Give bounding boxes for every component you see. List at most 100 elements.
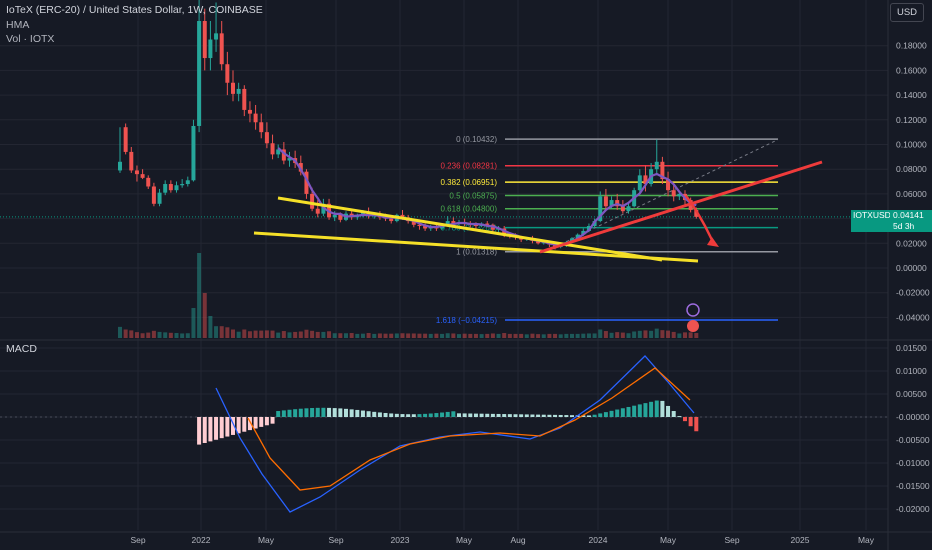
fib-level-label: 0.618 (0.04800)	[441, 205, 498, 214]
candle-body	[575, 234, 580, 239]
macd-histogram-bar	[360, 410, 365, 417]
volume-bar	[473, 333, 478, 338]
volume-bar	[654, 328, 659, 338]
macd-histogram-bar	[197, 417, 202, 445]
candle-body	[270, 143, 275, 155]
candle-body	[276, 149, 281, 155]
volume-bar	[688, 332, 693, 338]
volume-bar	[598, 329, 603, 338]
macd-histogram-bar	[502, 414, 507, 417]
volume-bar	[355, 333, 360, 338]
volume-indicator-label[interactable]: Vol · IOTX	[6, 33, 55, 45]
macd-y-tick-label: -0.00000	[896, 412, 930, 422]
volume-bar	[502, 333, 507, 338]
symbol-tag: IOTXUSD	[851, 210, 891, 232]
macd-histogram-bar	[366, 411, 371, 417]
macd-histogram-bar	[372, 411, 377, 417]
candle-body	[298, 163, 303, 172]
x-tick-label: Sep	[328, 535, 343, 545]
candle-body	[174, 185, 179, 191]
macd-y-tick-label: 0.01500	[896, 343, 927, 353]
volume-bar	[570, 333, 574, 338]
volume-bar	[490, 333, 495, 338]
volume-bar	[513, 333, 518, 338]
y-tick-label: -0.04000	[896, 312, 930, 322]
volume-bar	[575, 333, 580, 338]
macd-histogram-bar	[389, 413, 394, 417]
macd-histogram-bar	[671, 411, 676, 417]
candle-body	[411, 221, 416, 225]
macd-line	[215, 355, 695, 513]
candle-body	[123, 127, 128, 152]
x-tick-label: May	[456, 535, 473, 545]
macd-histogram-bar	[434, 413, 439, 417]
volume-bar	[231, 329, 235, 338]
volume-bar	[581, 333, 586, 338]
macd-histogram-bar	[377, 412, 382, 417]
candle-body	[338, 214, 343, 220]
symbol-tag-name: IOTXUSD	[853, 210, 891, 220]
volume-bar	[440, 333, 445, 338]
candle-body	[609, 200, 614, 207]
macd-histogram-bar	[219, 417, 224, 439]
volume-bar	[146, 332, 151, 338]
volume-bar	[270, 330, 275, 338]
x-tick-label: May	[858, 535, 875, 545]
macd-y-tick-label: -0.01000	[896, 458, 930, 468]
candle-body	[654, 161, 659, 170]
candle-body	[445, 221, 450, 225]
volume-bar	[287, 332, 292, 338]
trend-line-upper	[277, 196, 663, 262]
volume-bar	[151, 330, 156, 338]
signal-line	[247, 367, 691, 491]
volume-bar	[586, 333, 591, 338]
hma-indicator-label[interactable]: HMA	[6, 19, 30, 31]
volume-bar	[185, 333, 190, 338]
volume-bar	[609, 332, 614, 338]
volume-bar	[677, 333, 682, 338]
macd-histogram-bar	[468, 413, 473, 417]
macd-histogram-bar	[654, 400, 659, 417]
currency-button[interactable]: USD	[890, 3, 924, 22]
volume-bar	[445, 333, 450, 338]
macd-indicator-label[interactable]: MACD	[6, 343, 37, 355]
macd-histogram-bar	[355, 409, 360, 417]
candle-body	[208, 39, 213, 59]
macd-histogram-bar	[473, 413, 478, 417]
macd-y-tick-label: -0.02000	[896, 504, 930, 514]
volume-bar	[372, 333, 377, 338]
candle-body	[666, 179, 671, 191]
candle-body	[637, 175, 642, 191]
volume-bar	[219, 326, 224, 338]
volume-bar	[553, 333, 558, 338]
y-tick-label: -0.02000	[896, 288, 930, 298]
candle-body	[332, 214, 337, 218]
volume-bar	[394, 333, 399, 338]
volume-bar	[389, 333, 394, 338]
macd-histogram-bar	[270, 417, 275, 424]
volume-bar	[304, 329, 309, 338]
macd-histogram-bar	[417, 414, 422, 417]
y-tick-label: 0.10000	[896, 140, 927, 150]
fib-level-label: 1.618 (−0.04215)	[436, 316, 497, 325]
macd-histogram-bar	[581, 415, 586, 417]
candle-body	[140, 174, 145, 178]
macd-histogram-bar	[530, 414, 535, 417]
volume-bar	[524, 334, 529, 338]
hma-line	[277, 147, 697, 246]
volume-bar	[423, 333, 428, 338]
volume-bar	[660, 330, 665, 338]
last-price-value: 0.04141	[893, 210, 924, 220]
candle-body	[281, 149, 286, 161]
macd-histogram-bar	[620, 408, 625, 417]
volume-bar	[666, 330, 671, 338]
candle-body	[671, 190, 676, 197]
macd-histogram-bar	[513, 414, 518, 417]
y-tick-label: 0.02000	[896, 238, 927, 248]
candle-body	[242, 88, 247, 110]
candle-body	[620, 206, 625, 212]
candle-body	[191, 125, 196, 181]
volume-bar	[558, 334, 563, 338]
volume-bar	[202, 293, 207, 338]
